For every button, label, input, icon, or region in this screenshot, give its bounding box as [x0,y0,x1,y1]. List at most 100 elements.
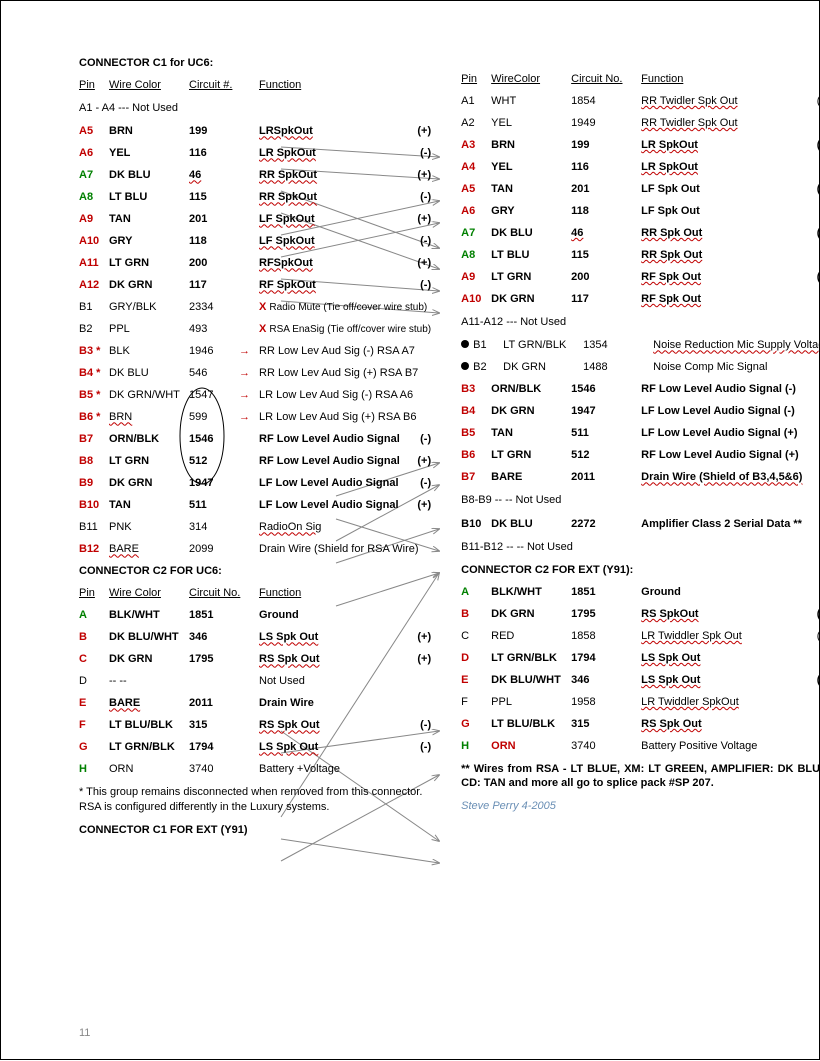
circuit-no: 1488 [583,361,633,373]
polarity: (+) [806,95,820,107]
pin-row: A11LT GRN200RFSpkOut(+) [79,257,431,269]
function: LF SpkOut [259,213,407,225]
function: RF Spk Out [641,271,806,283]
pin-row: FLT BLU/BLK315RS Spk Out(-) [79,719,431,731]
wire-color: DK GRN [491,293,571,305]
function: LR Low Lev Aud Sig (-) RSA A6 [259,389,431,401]
wire-color: DK GRN [491,608,571,620]
function: RS SpkOut [641,608,806,620]
polarity: (+) [407,631,431,643]
pin-row: A7DK BLU46RR SpkOut(+) [79,169,431,181]
pin-row: GLT GRN/BLK1794LS Spk Out(-) [79,741,431,753]
polarity: (+) [407,213,431,225]
bullet-icon [461,362,469,370]
function: LF Low Level Audio Signal [259,477,407,489]
circuit-no: 511 [571,427,621,439]
circuit-no: 599 [189,411,239,423]
wire-color: DK BLU [109,169,189,181]
pin-row: A7DK BLU46RR Spk Out(+) [461,227,820,239]
polarity: (+) [806,271,820,283]
wire-color: DK BLU/WHT [491,674,571,686]
footnote: ** Wires from RSA - LT BLUE, XM: LT GREE… [461,762,820,791]
b11-b12-notused: B11-B12 -- -- Not Used [461,540,820,554]
pin: B [79,631,109,643]
pin-row: B1LT GRN/BLK1354Noise Reduction Mic Supp… [461,339,820,351]
pin-row: A1WHT1854RR Twidler Spk Out(+) [461,95,820,107]
pin: D [461,652,491,664]
function: RR Spk Out [641,227,806,239]
pin-row: CDK GRN1795RS Spk Out(+) [79,653,431,665]
pin-row: A9TAN201LF SpkOut(+) [79,213,431,225]
wire-color: YEL [109,147,189,159]
pin: A9 [461,271,491,283]
wire-color: -- -- [109,675,189,687]
polarity: (-) [806,696,820,708]
wire-color: LT GRN/BLK [503,339,583,351]
pin-row: A6GRY118LF Spk Out(-) [461,205,820,217]
function: LF Low Level Audio Signal (-) [641,405,820,417]
function: LRSpkOut [259,125,407,137]
pin-row: FPPL1958LR Twiddler SpkOut(-) [461,696,820,708]
wire-color: DK BLU [109,367,189,379]
pin-row: A12DK GRN117RF SpkOut(-) [79,279,431,291]
pin: G [79,741,109,753]
pin-row: CRED1858LR Twiddler Spk Out(+) [461,630,820,642]
circuit-no: 1546 [571,383,621,395]
circuit-no: 315 [571,718,621,730]
circuit-no: 117 [189,279,239,291]
circuit-no: 3740 [571,740,621,752]
pin: A12 [79,279,109,291]
pin-row: A8LT BLU115RR SpkOut(-) [79,191,431,203]
circuit-no: 346 [189,631,239,643]
polarity: (-) [407,477,431,489]
function: LS Spk Out [259,741,407,753]
function: RR Spk Out [641,249,806,261]
polarity: (-) [806,652,820,664]
pin-row: B11PNK314RadioOn Sig [79,521,431,533]
pin: A6 [461,205,491,217]
pin: A [461,586,491,598]
hdr-pin: Pin [79,79,109,91]
pin-row: B3 *BLK1946→RR Low Lev Aud Sig (-) RSA A… [79,345,431,357]
wire-color: WHT [491,95,571,107]
function: RR SpkOut [259,191,407,203]
wire-color: DK GRN [503,361,583,373]
function: Ground [641,586,820,598]
function: RS Spk Out [259,719,407,731]
circuit-no: 199 [571,139,621,151]
polarity: (+) [407,499,431,511]
pin: B1 [473,339,503,351]
function: RS Spk Out [641,718,806,730]
polarity: (+) [806,227,820,239]
right-column: Pin WireColor Circuit No. Function A1WHT… [461,57,820,846]
circuit-no: 1794 [571,652,621,664]
pin-row: A5TAN201LF Spk Out(+) [461,183,820,195]
function: LF Spk Out [641,205,806,217]
function: RFSpkOut [259,257,407,269]
pin: B3 * [79,345,109,357]
polarity: (+) [407,455,431,467]
circuit-no: 2272 [571,518,621,530]
polarity: (+) [407,257,431,269]
pin-row: HORN3740Battery +Voltage [79,763,431,775]
function: X Radio Mute (Tie off/cover wire stub) [259,301,431,313]
circuit-no: 199 [189,125,239,137]
wire-color: BLK/WHT [491,586,571,598]
pin: C [461,630,491,642]
pin: C [79,653,109,665]
c1-ext-title: CONNECTOR C1 FOR EXT (Y91) [79,824,431,836]
function: LS Spk Out [641,674,806,686]
pin: A4 [461,161,491,173]
polarity: (-) [806,249,820,261]
pin: B [461,608,491,620]
function: LR SpkOut [641,161,806,173]
polarity: (+) [407,169,431,181]
function: Drain Wire [259,697,431,709]
pin: B11 [79,521,109,533]
circuit-no: 46 [189,169,239,181]
hdr-pin: Pin [461,73,491,85]
function: LF SpkOut [259,235,407,247]
pin: B4 * [79,367,109,379]
polarity: (+) [806,139,820,151]
circuit-no: 346 [571,674,621,686]
